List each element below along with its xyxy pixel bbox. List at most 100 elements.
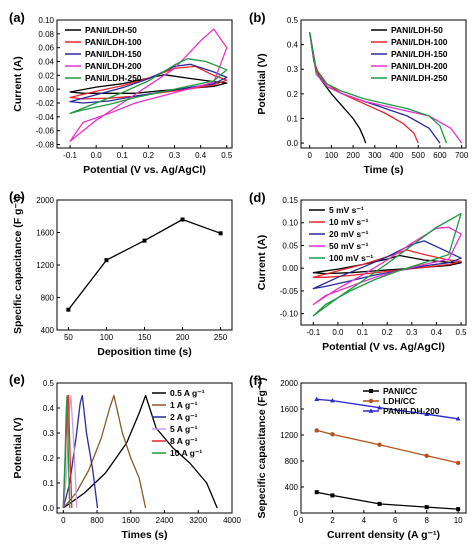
series-2 xyxy=(62,394,147,509)
series-line xyxy=(69,28,228,142)
series-2 xyxy=(309,32,419,144)
y-axis-label: Potential (V) xyxy=(12,417,24,478)
series-line xyxy=(312,249,462,278)
y-tick-label: 0.06 xyxy=(38,44,54,53)
x-tick-label: 0.2 xyxy=(382,328,394,337)
y-tick-label: 0.00 xyxy=(282,264,298,273)
y-tick-label: -0.06 xyxy=(36,127,55,136)
y-tick-label: 0.02 xyxy=(38,71,54,80)
legend-label: 20 mV s⁻¹ xyxy=(329,229,369,239)
series-line xyxy=(69,63,228,104)
series-4 xyxy=(309,32,463,144)
panel-a: -0.1 0.0 0.1 0.2 0.3 0.4 0.5 -0.08 -0.06 -0.04 -0.… xyxy=(9,10,233,176)
legend-label: PANI/LDH-250 xyxy=(391,73,448,83)
y-tick-label: 1200 xyxy=(280,431,298,440)
legend-label: PANI/LDH-200 xyxy=(383,406,440,416)
x-axis-label: Current density (A g⁻¹) xyxy=(327,529,440,541)
series-line xyxy=(62,394,147,509)
series-line xyxy=(67,218,221,311)
data-point xyxy=(456,507,461,512)
panel-e: 0 800 1600 2400 3200 4000 0.0 0.1 0.2 0.3 0.4 0.5 Ti… xyxy=(9,372,241,541)
x-tick-label: 2400 xyxy=(156,516,174,525)
legend-label: 2 A g⁻¹ xyxy=(170,412,198,422)
y-tick-label: -0.10 xyxy=(280,310,299,319)
legend-label: PANI/LDH-150 xyxy=(85,49,142,59)
y-tick-label: 0.04 xyxy=(38,58,54,67)
legend-label: 0.5 A g⁻¹ xyxy=(170,388,205,398)
data-point xyxy=(377,501,382,506)
panel-label: (c) xyxy=(9,189,25,204)
x-tick-label: 0.2 xyxy=(143,151,155,160)
y-tick-label: 0.1 xyxy=(287,114,299,123)
legend-label: 50 mV s⁻¹ xyxy=(329,241,369,251)
y-tick-label: 0.5 xyxy=(287,16,299,25)
x-tick-label: 0.4 xyxy=(431,328,443,337)
panel-label: (d) xyxy=(249,190,266,205)
data-point xyxy=(104,258,109,263)
series-line xyxy=(309,32,367,144)
data-point xyxy=(424,453,429,458)
y-tick-label: 400 xyxy=(41,326,55,335)
y-tick-label: 0.15 xyxy=(282,196,298,205)
y-tick-label: 1600 xyxy=(36,229,54,238)
series-line xyxy=(316,429,459,464)
y-tick-label: 0.08 xyxy=(38,30,54,39)
y-tick-label: 0.5 xyxy=(43,379,55,388)
data-point xyxy=(180,217,185,222)
series-3 xyxy=(312,240,462,290)
legend-label: PANI/LDH-250 xyxy=(85,73,142,83)
legend-label: PANI/LDH-100 xyxy=(391,37,448,47)
legend-label: 8 A g⁻¹ xyxy=(170,436,198,446)
x-tick-label: 500 xyxy=(412,151,426,160)
legend-label: PANI/LDH-200 xyxy=(391,61,448,71)
x-axis-label: Potential (V vs. Ag/AgCl) xyxy=(83,164,206,176)
y-tick-label: 800 xyxy=(41,294,55,303)
x-tick-label: 1600 xyxy=(122,516,140,525)
x-tick-label: 0 xyxy=(307,151,312,160)
legend-label: PANI/LDH-50 xyxy=(85,25,137,35)
y-tick-label: -0.05 xyxy=(280,287,299,296)
series-1 xyxy=(314,490,461,512)
series-line xyxy=(309,32,419,144)
series-6 xyxy=(62,394,71,509)
y-tick-label: 0.10 xyxy=(38,16,54,25)
panel-label: (e) xyxy=(9,372,25,387)
series-4 xyxy=(62,394,78,509)
x-tick-label: 6 xyxy=(393,516,398,525)
series-line xyxy=(312,212,462,317)
x-tick-label: 0 xyxy=(299,516,304,525)
data-point xyxy=(330,493,335,498)
plot-frame xyxy=(300,382,467,514)
series-line xyxy=(69,74,228,94)
x-axis-label: Potential (V vs. Ag/AgCl) xyxy=(322,341,445,353)
data-point xyxy=(424,505,429,510)
legend-label: 10 A g⁻¹ xyxy=(170,448,202,458)
legend-label: 100 mV s⁻¹ xyxy=(329,253,373,263)
x-tick-label: 0.0 xyxy=(332,328,344,337)
panel-label: (a) xyxy=(9,10,25,25)
plot-frame xyxy=(300,199,467,326)
series-line xyxy=(312,240,462,290)
x-tick-label: 10 xyxy=(454,516,463,525)
data-point xyxy=(314,490,319,495)
plot-frame xyxy=(56,19,233,149)
series-line xyxy=(316,491,459,510)
x-tick-label: 0.4 xyxy=(195,151,207,160)
x-tick-label: 4000 xyxy=(223,516,241,525)
legend-label: PANI/CC xyxy=(383,386,417,396)
y-tick-label: 0.3 xyxy=(43,429,55,438)
x-tick-label: 700 xyxy=(455,151,469,160)
panel-d: -0.1 0.0 0.1 0.2 0.3 0.4 0.5 -0.10 -0.05 0.00 0.05… xyxy=(249,190,467,353)
x-tick-label: 0.3 xyxy=(169,151,181,160)
plot-frame xyxy=(56,382,233,514)
series-line xyxy=(62,394,71,509)
series-5 xyxy=(69,58,228,115)
x-tick-label: 800 xyxy=(90,516,104,525)
data-point xyxy=(218,231,223,236)
x-tick-label: 250 xyxy=(214,333,228,342)
plot-frame xyxy=(300,19,467,149)
data-point xyxy=(455,460,461,466)
legend-marker xyxy=(369,389,373,393)
x-tick-label: 0.5 xyxy=(221,151,233,160)
